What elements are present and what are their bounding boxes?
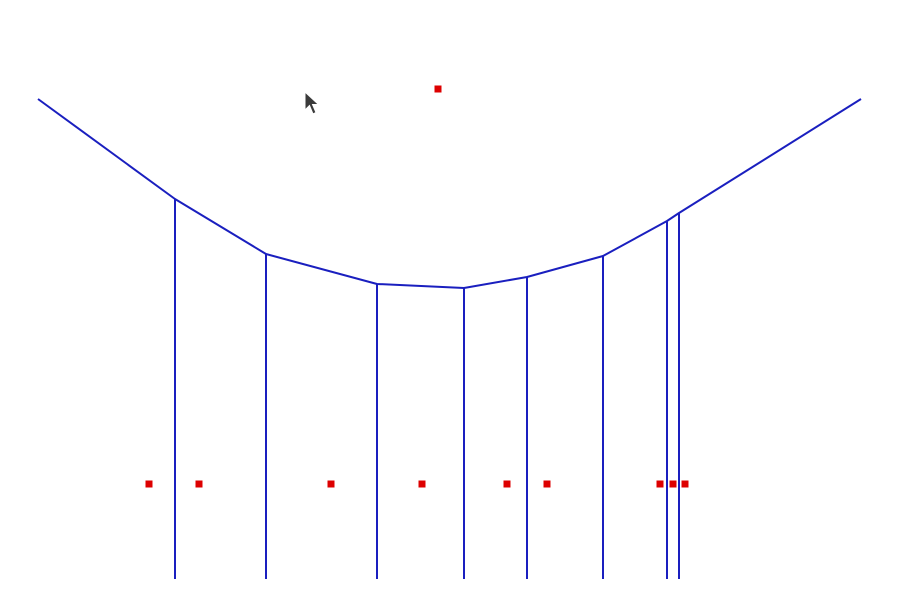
curve-polyline: [37, 98, 862, 289]
point-9: [681, 480, 689, 488]
point-7: [656, 480, 664, 488]
vertical-lines-layer: [174, 199, 680, 579]
cursor-layer: [304, 90, 320, 115]
points-layer: [145, 85, 689, 488]
curve-layer: [37, 98, 862, 289]
point-8: [669, 480, 677, 488]
point-3: [327, 480, 335, 488]
arrow-pointer-icon: [304, 90, 320, 115]
point-6: [543, 480, 551, 488]
point-top: [434, 85, 442, 93]
point-5: [503, 480, 511, 488]
point-4: [418, 480, 426, 488]
point-2: [195, 480, 203, 488]
point-1: [145, 480, 153, 488]
